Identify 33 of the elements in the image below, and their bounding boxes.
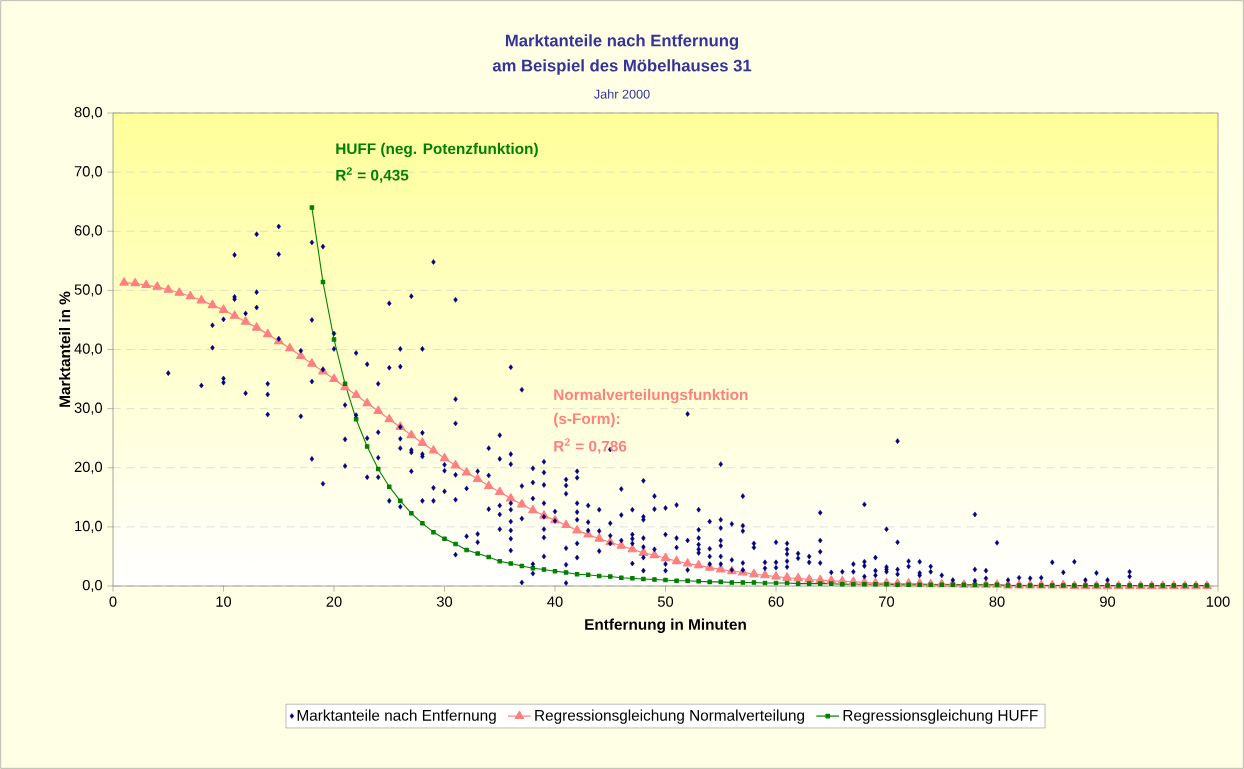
legend-label: Regressionsgleichung Normalverteilung [535, 709, 804, 724]
x-tick-label: 70 [879, 596, 895, 607]
x-tick-label: 90 [1100, 596, 1116, 607]
y-tick-label: 10,0 [75, 520, 103, 533]
x-tick-label: 10 [216, 596, 232, 607]
annotation: Normalverteilungsfunktion [554, 388, 748, 404]
y-tick-label: 60,0 [74, 225, 103, 238]
y-tick-label: 70,0 [74, 166, 103, 179]
annotation: R$^{2}$ = 0,786 [554, 438, 627, 454]
x-tick-label: 60 [768, 596, 784, 607]
annotation: (s-Form): [554, 412, 620, 428]
chart-subtitle: am Beispiel des Möbelhauses 31 [492, 59, 752, 75]
x-tick-label: 100 [1206, 596, 1230, 607]
annotation: HUFF (neg. Potenzfunktion) [336, 142, 538, 158]
x-tick-label: 40 [547, 596, 563, 607]
y-tick-label: 20,0 [74, 461, 103, 474]
x-tick-label: 0 [109, 596, 117, 607]
chart-title: Marktanteile nach Entfernung [505, 34, 739, 50]
legend-label: Marktanteile nach Entfernung [297, 709, 496, 724]
legend-label: Regressionsgleichung HUFF [843, 709, 1038, 724]
x-tick-label: 50 [657, 596, 674, 607]
y-axis-title: Marktanteil in % [58, 291, 71, 407]
y-tick-label: 0,0 [82, 579, 103, 593]
text: Jahr 2000 [594, 89, 650, 99]
y-tick-label: 40,0 [74, 343, 103, 356]
annotation: R$^{2}$ = 0,435 [336, 167, 409, 183]
y-tick-label: 80,0 [74, 106, 103, 120]
x-tick-label: 30 [436, 596, 453, 607]
x-axis-title: Entfernung in Minuten [585, 618, 746, 633]
y-tick-label: 50,0 [74, 284, 103, 297]
x-tick-label: 20 [326, 596, 342, 607]
y-tick-label: 30,0 [74, 402, 103, 415]
x-tick-label: 80 [989, 596, 1005, 607]
